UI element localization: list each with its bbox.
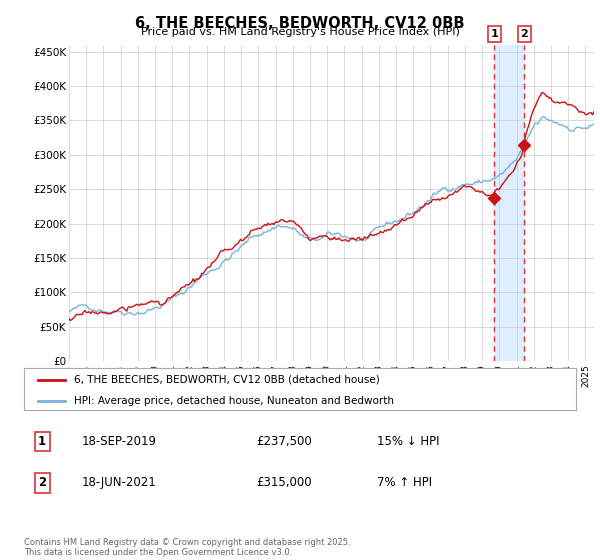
Text: 1: 1 <box>38 435 46 448</box>
Text: £315,000: £315,000 <box>256 477 311 489</box>
Text: 15% ↓ HPI: 15% ↓ HPI <box>377 435 440 448</box>
Text: £237,500: £237,500 <box>256 435 311 448</box>
Text: Contains HM Land Registry data © Crown copyright and database right 2025.
This d: Contains HM Land Registry data © Crown c… <box>24 538 350 557</box>
Bar <box>494 45 524 361</box>
Text: Price paid vs. HM Land Registry's House Price Index (HPI): Price paid vs. HM Land Registry's House … <box>140 27 460 37</box>
Text: 18-JUN-2021: 18-JUN-2021 <box>82 477 157 489</box>
Text: HPI: Average price, detached house, Nuneaton and Bedworth: HPI: Average price, detached house, Nune… <box>74 396 394 405</box>
Text: 2: 2 <box>521 29 529 39</box>
Text: 6, THE BEECHES, BEDWORTH, CV12 0BB (detached house): 6, THE BEECHES, BEDWORTH, CV12 0BB (deta… <box>74 375 379 385</box>
Text: 18-SEP-2019: 18-SEP-2019 <box>82 435 157 448</box>
Text: 2: 2 <box>38 477 46 489</box>
Text: 7% ↑ HPI: 7% ↑ HPI <box>377 477 433 489</box>
Text: 6, THE BEECHES, BEDWORTH, CV12 0BB: 6, THE BEECHES, BEDWORTH, CV12 0BB <box>135 16 465 31</box>
Text: 1: 1 <box>490 29 498 39</box>
